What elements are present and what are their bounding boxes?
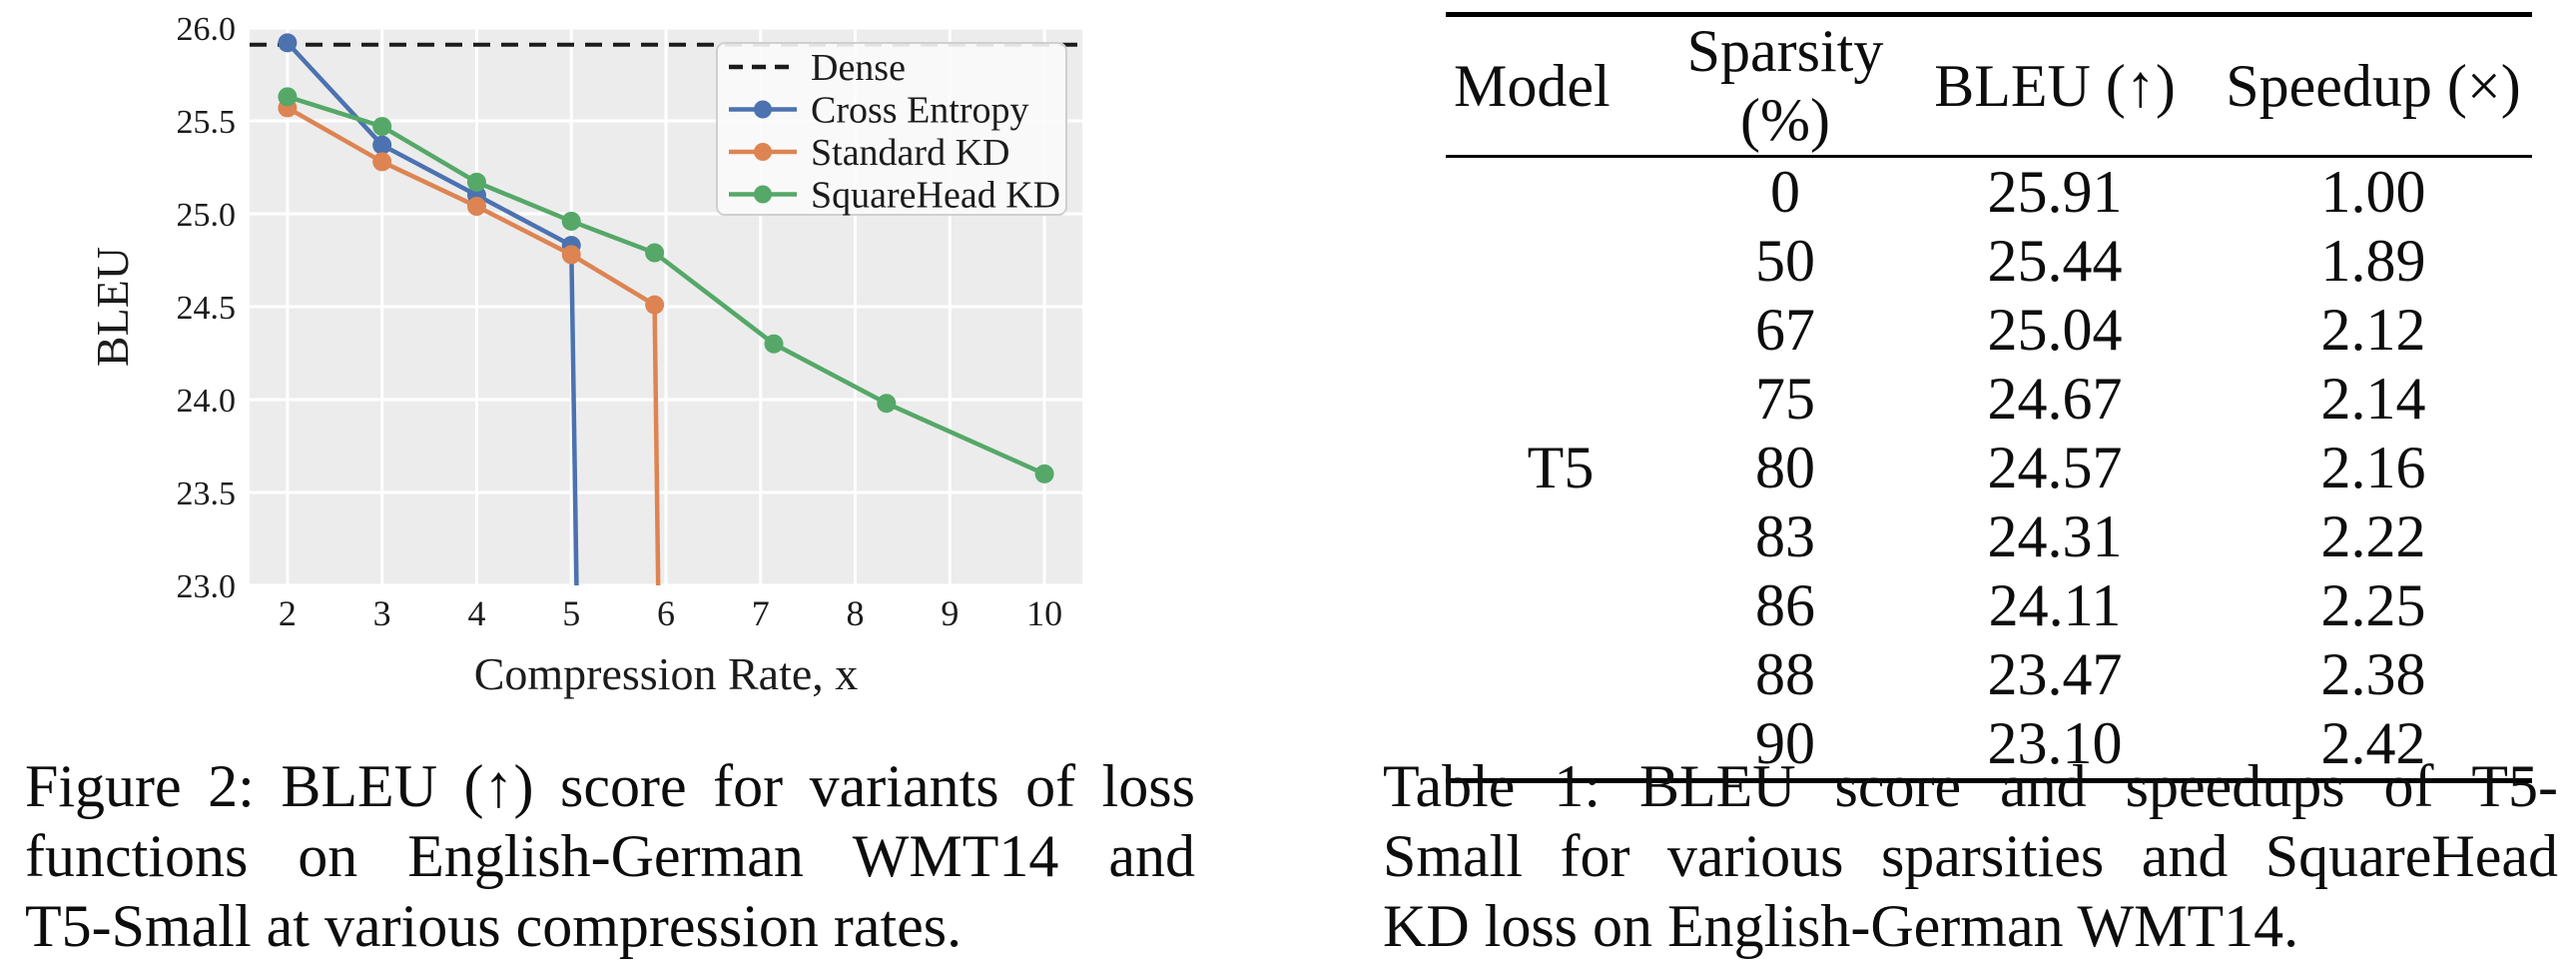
- series-line: [287, 94, 1046, 477]
- data-point-marker: [877, 394, 897, 414]
- sparsity-cell: 0: [1770, 159, 1800, 225]
- y-tick-label: 24.5: [177, 290, 237, 327]
- bleu-cell: 24.11: [1988, 572, 2122, 638]
- table-row: T5 0 25.91 1.00: [1446, 157, 2532, 500]
- data-point-marker: [372, 135, 392, 155]
- table1-caption-line: Table 1: BLEU score and speedups of T5-: [1383, 753, 2558, 819]
- bleu-cell: 25.44: [1987, 228, 2123, 294]
- legend-item-label: Standard KD: [811, 132, 1009, 174]
- data-point-marker: [645, 295, 665, 315]
- figure2-caption-line: T5-Small at various compression rates.: [25, 893, 963, 959]
- speedup-cell: 2.12: [2320, 297, 2426, 363]
- bleu-cell: 24.57: [1987, 435, 2123, 500]
- data-point-marker: [1034, 464, 1054, 483]
- sparsity-cell: 50: [1755, 228, 1815, 294]
- table-row: 75 24.67 2.14: [1446, 365, 2532, 434]
- model-cell: T5: [1527, 435, 1595, 500]
- x-tick-label: 3: [373, 593, 391, 633]
- data-point-marker: [372, 152, 392, 172]
- x-tick-label: 6: [657, 593, 675, 633]
- data-series: [250, 33, 1082, 585]
- data-point-marker: [561, 245, 581, 265]
- sparsity-cell: 86: [1755, 572, 1815, 638]
- legend-box: [716, 42, 1067, 216]
- sparsity-cell: 90: [1755, 710, 1815, 776]
- bleu-cell: 24.31: [1987, 503, 2123, 569]
- data-point-marker: [466, 172, 486, 192]
- x-tick-label: 9: [941, 593, 959, 633]
- table-row: 83 24.31 2.22: [1446, 502, 2532, 571]
- speedup-cell: 1.00: [2320, 159, 2426, 225]
- legend-marker: [754, 143, 772, 161]
- table-row: 90 23.10 2.42: [1446, 709, 2532, 781]
- x-tick-label: 7: [752, 593, 770, 633]
- legend-marker: [754, 185, 772, 204]
- y-tick-label: 23.5: [177, 476, 237, 512]
- x-axis-title: Compression Rate, x: [474, 648, 859, 699]
- sparsity-cell: 88: [1755, 641, 1815, 707]
- y-axis-title: BLEU: [87, 247, 138, 367]
- x-tick-label: 4: [467, 593, 485, 633]
- y-tick-label: 23.0: [177, 568, 237, 605]
- bleu-cell: 25.91: [1987, 159, 2123, 225]
- speedup-cell: 2.16: [2320, 435, 2426, 500]
- table-row: 50 25.44 1.89: [1446, 227, 2532, 296]
- x-tick-label: 5: [562, 593, 580, 633]
- y-tick-label: 25.0: [177, 197, 237, 234]
- speedup-cell: 2.38: [2320, 641, 2426, 707]
- x-tick-label: 10: [1026, 593, 1062, 633]
- y-tick-label: 26.0: [177, 11, 237, 48]
- figure2-caption-line: Figure 2: BLEU (↑) score for variants of…: [25, 753, 1195, 819]
- bleu-vs-compression-chart: 26.0 25.5 25.0 24.5 24.0 23.5 23.0 2 3 4 5 6 7 8 9 10 D…: [87, 11, 1082, 699]
- sparsity-cell: 67: [1755, 297, 1815, 363]
- table1: Model Sparsity (%) BLEU (↑) Speedup (×) …: [1446, 12, 2532, 783]
- table-header-row: Model Sparsity (%) BLEU (↑) Speedup (×): [1446, 14, 2532, 158]
- legend-item-label: Cross Entropy: [811, 90, 1029, 132]
- axis-tick-labels: 26.0 25.5 25.0 24.5 24.0 23.5 23.0 2 3 4 5 6 7 8 9 10: [177, 11, 1063, 633]
- speedup-cell: 2.42: [2320, 710, 2426, 776]
- legend-item-label: Dense: [811, 47, 906, 89]
- col-header-sparsity: Sparsity (%): [1675, 14, 1895, 158]
- bleu-cell: 24.67: [1987, 366, 2123, 432]
- data-point-marker: [645, 243, 665, 263]
- sparsity-cell: 80: [1755, 435, 1815, 500]
- bleu-cell: 23.47: [1987, 641, 2123, 707]
- col-header-bleu: BLEU (↑): [1895, 14, 2215, 158]
- col-header-model: Model: [1446, 14, 1675, 158]
- series-line: [286, 106, 661, 585]
- data-point-marker: [764, 334, 784, 354]
- legend-marker: [754, 100, 772, 119]
- y-tick-label: 25.5: [177, 104, 237, 141]
- data-point-marker: [278, 87, 298, 107]
- x-tick-label: 2: [279, 593, 297, 633]
- speedup-cell: 2.22: [2320, 503, 2426, 569]
- speedup-cell: 1.89: [2320, 228, 2426, 294]
- data-point-marker: [278, 33, 298, 53]
- sparsity-cell: 75: [1755, 366, 1815, 432]
- x-tick-label: 8: [847, 593, 865, 633]
- data-point-marker: [561, 211, 581, 231]
- results-table: Model Sparsity (%) BLEU (↑) Speedup (×) …: [1446, 12, 2532, 783]
- bleu-cell: 25.04: [1987, 297, 2123, 363]
- table1-caption: Table 1: BLEU score and speedups of T5- …: [1383, 751, 2558, 961]
- table-row: 86 24.11 2.25: [1446, 571, 2532, 640]
- speedup-cell: 2.25: [2320, 572, 2426, 638]
- table-row: 88 23.47 2.38: [1446, 640, 2532, 709]
- y-tick-label: 24.0: [177, 383, 237, 420]
- data-point-marker: [466, 197, 486, 217]
- speedup-cell: 2.14: [2320, 366, 2426, 432]
- legend-item-label: SquareHead KD: [811, 175, 1060, 217]
- data-point-marker: [372, 117, 392, 137]
- figure2-caption-line: functions on English-German WMT14 and: [25, 823, 1195, 889]
- sparsity-cell: 83: [1755, 503, 1815, 569]
- col-header-speedup: Speedup (×): [2215, 14, 2532, 158]
- table1-caption-line: KD loss on English-German WMT14.: [1383, 893, 2299, 959]
- figure2-caption: Figure 2: BLEU (↑) score for variants of…: [25, 751, 1195, 961]
- table-row: 80 24.57 2.16: [1446, 434, 2532, 502]
- table-row: 67 25.04 2.12: [1446, 296, 2532, 365]
- bleu-cell: 23.10: [1987, 710, 2123, 776]
- table1-caption-line: Small for various sparsities and SquareH…: [1383, 823, 2558, 889]
